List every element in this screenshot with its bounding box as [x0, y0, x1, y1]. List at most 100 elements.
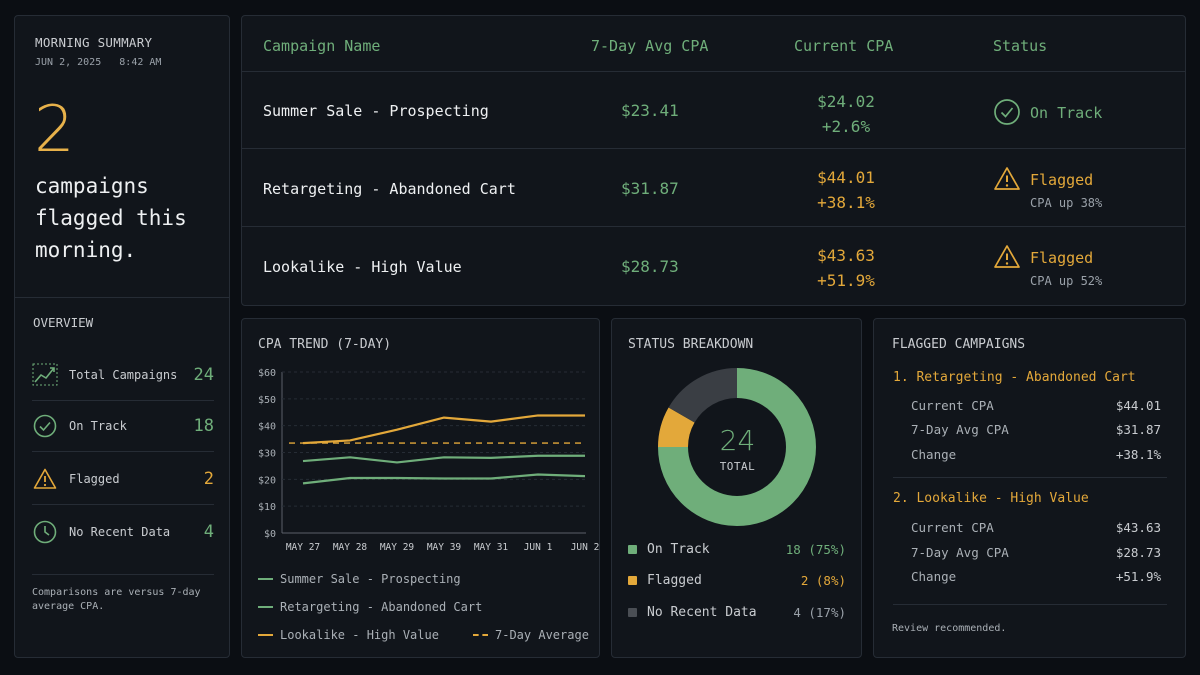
warning-icon	[32, 466, 58, 492]
overview-label: No Recent Data	[69, 525, 171, 539]
overview-value: 18	[193, 415, 214, 436]
status-label: On Track	[1030, 104, 1103, 122]
avg-cpa: $23.41	[621, 101, 679, 120]
flagged-current-cpa: Current CPA $43.63	[911, 520, 1161, 535]
legend-item: 7-Day Average	[473, 628, 589, 642]
current-cpa: $44.01 +38.1%	[800, 165, 892, 215]
avg-cpa: $31.87	[621, 179, 679, 198]
status-donut-chart	[658, 368, 816, 526]
series-line-3	[302, 414, 585, 445]
overview-title: OVERVIEW	[33, 315, 94, 330]
status-title: STATUS BREAKDOWN	[628, 337, 754, 352]
overview-label: Total Campaigns	[69, 367, 178, 382]
flagged-campaigns-panel: FLAGGED CAMPAIGNS 1. Retargeting - Aband…	[873, 318, 1186, 658]
check-circle-icon	[993, 98, 1021, 126]
metric-label: Change	[911, 447, 957, 462]
series-line-2	[302, 454, 585, 464]
clock-icon	[32, 519, 58, 545]
column-header-current-cpa[interactable]: Current CPA	[794, 37, 894, 55]
y-tick-label: $60	[258, 368, 276, 379]
divider	[32, 574, 214, 575]
legend-label: Summer Sale - Prospecting	[280, 572, 461, 586]
current-cpa-value: $43.63	[817, 246, 875, 265]
status-legend-no-recent-data: No Recent Data 4 (17%)	[628, 605, 846, 620]
metric-label: Current CPA	[911, 398, 994, 413]
metric-value: $28.73	[1115, 545, 1161, 560]
flagged-title: FLAGGED CAMPAIGNS	[892, 337, 1026, 352]
x-tick-label: MAY 27	[286, 542, 320, 553]
y-tick-label: $50	[258, 395, 276, 406]
overview-on-track[interactable]: On Track 18	[32, 400, 214, 452]
table-row[interactable]: Retargeting - Abandoned Cart $31.87 $44.…	[242, 148, 1185, 226]
x-tick-label: MAY 28	[333, 542, 368, 553]
table-row[interactable]: Summer Sale - Prospecting $23.41 $24.02 …	[242, 71, 1185, 149]
metric-value: +51.9%	[1115, 569, 1161, 584]
y-tick-label: $10	[258, 502, 276, 513]
summary-panel: MORNING SUMMARY JUN 2, 2025 8:42 AM 2 ca…	[14, 15, 230, 658]
column-header-status[interactable]: Status	[993, 37, 1048, 55]
flagged-current-cpa: Current CPA $44.01	[911, 398, 1161, 413]
donut-slice-on-track	[658, 368, 816, 526]
status-cell: Flagged CPA up 52%	[993, 243, 1102, 288]
x-tick-label: MAY 31	[474, 542, 509, 553]
legend-item: Retargeting - Abandoned Cart	[258, 600, 482, 614]
column-header-avg-cpa[interactable]: 7-Day Avg CPA	[591, 37, 709, 55]
metric-label: Current CPA	[911, 520, 994, 535]
avg-cpa: $28.73	[621, 257, 679, 276]
overview-total-campaigns[interactable]: Total Campaigns 24	[32, 349, 214, 401]
campaign-name: Summer Sale - Prospecting	[263, 102, 489, 120]
metric-label: Change	[911, 569, 957, 584]
overview-value: 24	[193, 364, 214, 385]
x-tick-label: MAY 39	[427, 542, 462, 553]
summary-date: JUN 2, 2025 8:42 AM	[35, 57, 162, 68]
overview-no-recent-data[interactable]: No Recent Data 4	[32, 506, 214, 558]
status-label: Flagged	[1030, 171, 1094, 189]
overview-flagged[interactable]: Flagged 2	[32, 453, 214, 505]
donut-slice-flagged	[658, 407, 695, 448]
flagged-change: Change +51.9%	[911, 569, 1161, 584]
overview-label: On Track	[69, 418, 127, 433]
donut-slice-no-recent-data	[668, 368, 738, 424]
current-cpa: $43.63 +51.9%	[800, 243, 892, 293]
current-cpa: $24.02 +2.6%	[800, 89, 892, 139]
y-tick-label: $20	[258, 475, 276, 486]
column-header-campaign[interactable]: Campaign Name	[263, 37, 381, 55]
legend-label: Lookalike - High Value	[280, 628, 439, 642]
flagged-item-heading[interactable]: 1. Retargeting - Abandoned Cart	[893, 370, 1136, 385]
flagged-text: campaigns flagged this morning.	[35, 174, 187, 262]
divider	[893, 604, 1167, 605]
x-tick-label: JUN 2	[571, 542, 600, 553]
campaign-table: Campaign Name 7-Day Avg CPA Current CPA …	[241, 15, 1186, 306]
legend-item: Summer Sale - Prospecting	[258, 572, 461, 586]
legend-swatch	[628, 608, 637, 617]
cpa-trend-panel: CPA TREND (7-DAY) $0 $10 $20 $30 $40 $50 $60 MA…	[241, 318, 600, 658]
legend-swatch	[628, 576, 637, 585]
cpa-trend-chart: $0 $10 $20 $30 $40 $50 $60 MAY 27 MAY 28 MAY 29 MA…	[258, 368, 600, 553]
divider	[893, 477, 1167, 478]
table-row[interactable]: Lookalike - High Value $28.73 $43.63 +51…	[242, 226, 1185, 304]
flagged-item-heading[interactable]: 2. Lookalike - High Value	[893, 491, 1089, 506]
status-cell: On Track	[993, 98, 1102, 126]
status-detail: CPA up 38%	[1030, 196, 1103, 210]
status-name: No Recent Data	[647, 605, 757, 620]
overview-label: Flagged	[69, 471, 120, 486]
status-legend-on-track: On Track 18 (75%)	[628, 542, 846, 557]
status-count: 4 (17%)	[793, 605, 846, 620]
metric-label: 7-Day Avg CPA	[911, 422, 1009, 437]
check-circle-icon	[32, 413, 58, 439]
current-cpa-value: $44.01	[817, 168, 875, 187]
status-detail: CPA up 52%	[1030, 274, 1103, 288]
current-cpa-change: +38.1%	[817, 193, 875, 212]
status-breakdown-panel: STATUS BREAKDOWN 24 TOTAL On Track 18 (7…	[611, 318, 862, 658]
warning-icon	[993, 165, 1021, 193]
status-label: Flagged	[1030, 249, 1094, 267]
legend-item: Lookalike - High Value	[258, 628, 439, 642]
warning-icon	[993, 243, 1021, 271]
divider	[15, 297, 229, 298]
y-tick-label: $30	[258, 449, 276, 460]
current-cpa-value: $24.02	[817, 92, 875, 111]
campaign-name: Retargeting - Abandoned Cart	[263, 180, 516, 198]
overview-value: 2	[203, 468, 214, 489]
trend-title: CPA TREND (7-DAY)	[258, 337, 392, 352]
status-count: 2 (8%)	[800, 573, 846, 588]
